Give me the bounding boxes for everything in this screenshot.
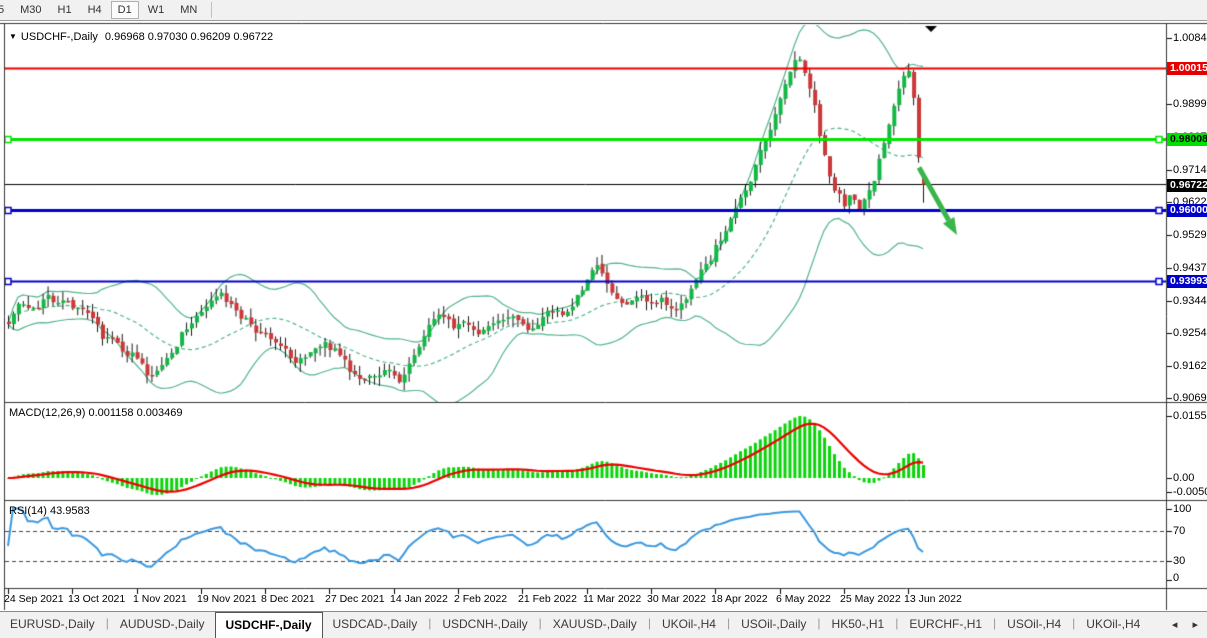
chart-tabs-bar: EURUSD-,Daily | AUDUSD-,Daily USDCHF-,Daily… (0, 611, 1207, 638)
tab-separator: | (993, 616, 997, 630)
chart-tab-eurchf-h1[interactable]: EURCHF-,H1 (909, 617, 983, 631)
tab-separator: | (1072, 616, 1076, 630)
chart-tab-usdcnh-daily[interactable]: USDCNH-,Daily (442, 617, 528, 631)
tab-separator: | (895, 616, 899, 630)
tab-separator: | (105, 616, 109, 630)
timeframe-button-MN[interactable]: MN (173, 1, 204, 19)
toolbar-divider (211, 2, 213, 18)
chart-tab-usdchf-daily[interactable]: USDCHF-,Daily (214, 612, 323, 638)
timeframe-button-M30[interactable]: M30 (13, 1, 48, 19)
timeframe-button-H1[interactable]: H1 (51, 1, 79, 19)
tab-separator: | (647, 616, 651, 630)
chart-tab-usoil-h4[interactable]: USOil-,H4 (1007, 617, 1062, 631)
chart-tab-xauusd-daily[interactable]: XAUUSD-,Daily (552, 617, 637, 631)
timeframe-button-H4[interactable]: H4 (81, 1, 109, 19)
chart-tab-audusd-daily[interactable]: AUDUSD-,Daily (119, 617, 205, 631)
chart-tab-ukoil-h4[interactable]: UKOil-,H4 (661, 617, 716, 631)
chart-tab-eurusd-daily[interactable]: EURUSD-,Daily (10, 617, 95, 631)
timeframe-button-W1[interactable]: W1 (141, 1, 172, 19)
chart-tab-hk50-h1[interactable]: HK50-,H1 (831, 617, 885, 631)
timeframe-button-5[interactable]: 5 (0, 1, 11, 19)
chart-tab-usoil-daily[interactable]: USOil-,Daily (741, 617, 807, 631)
timeframe-button-D1[interactable]: D1 (110, 1, 139, 19)
tab-separator: | (428, 616, 432, 630)
tab-separator: | (817, 616, 821, 630)
tab-separator: | (726, 616, 731, 630)
tab-separator: | (538, 616, 542, 630)
tab-scroll-arrows[interactable]: ◂ ▸ (1171, 619, 1204, 631)
timeframe-toolbar: 5 M30 H1 H4 D1 W1 MN (0, 0, 1207, 21)
chart-tab-ukoil-h4[interactable]: UKOil-,H4 (1086, 617, 1141, 631)
chart-tab-usdcad-daily[interactable]: USDCAD-,Daily (332, 617, 418, 631)
